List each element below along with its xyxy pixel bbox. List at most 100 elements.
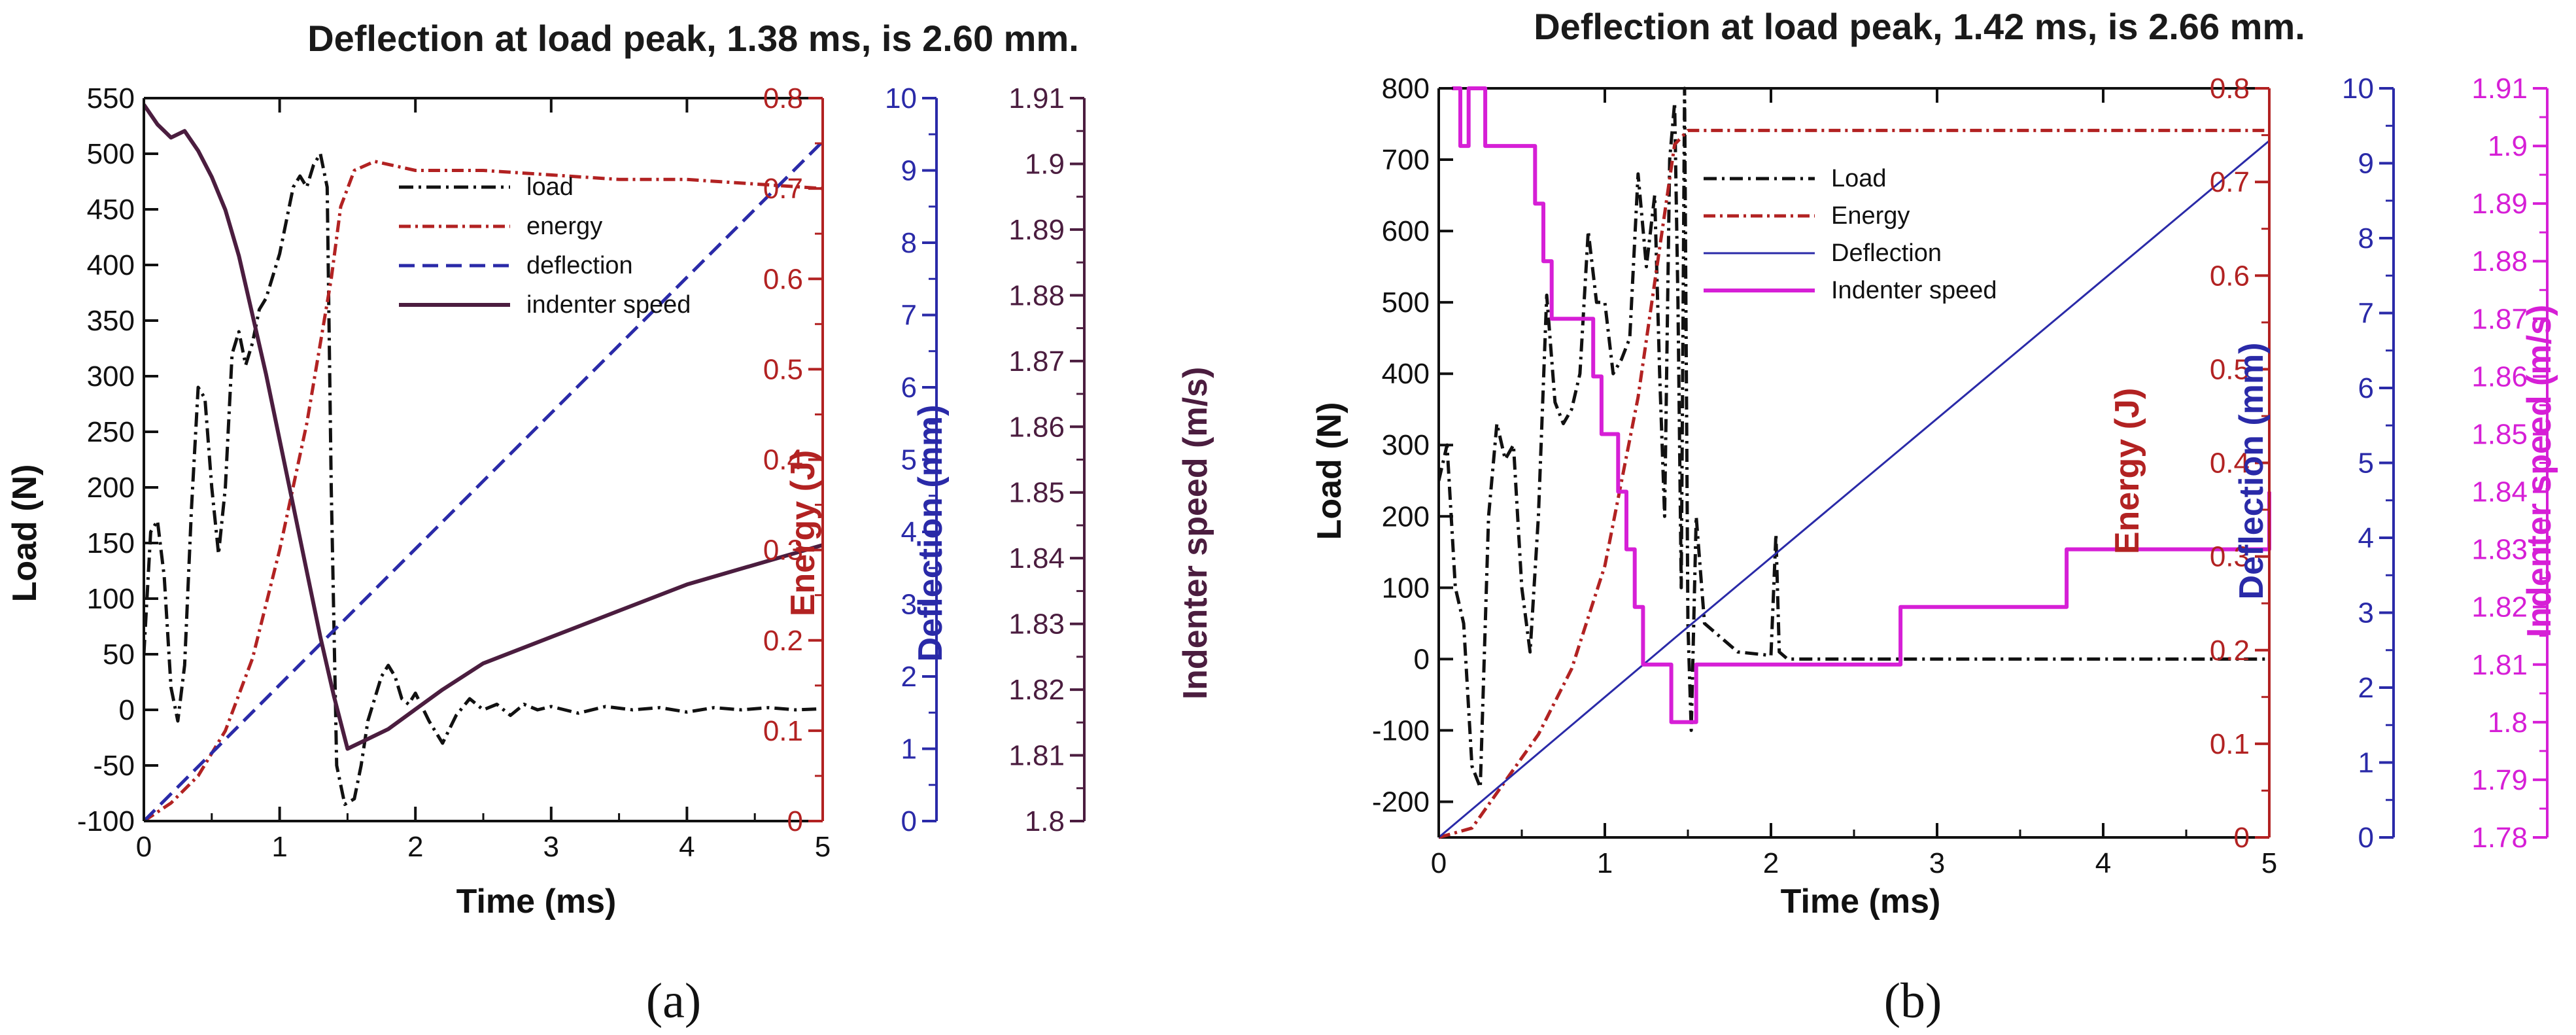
chart-b-speed-tick-label: 1.81: [2471, 649, 2528, 681]
chart-a-legend: load energy deflection indenter speed: [399, 173, 691, 319]
chart-b-speed-tick-label: 1.85: [2471, 418, 2528, 450]
chart-a-load-tick-label: 50: [103, 639, 135, 671]
chart-b-legend: Load Energy Deflection Indenter speed: [1704, 165, 1997, 304]
chart-b-energy-tick-label: 0.3: [2210, 541, 2250, 573]
chart-b-deflection-tick-label: 4: [2358, 522, 2374, 554]
chart-a-deflection-tick-label: 9: [901, 155, 917, 187]
chart-a-load-tick-label: 300: [87, 360, 135, 393]
chart-b-deflection-tick-label: 7: [2358, 298, 2374, 330]
chart-b-speed-tick-label: 1.88: [2471, 245, 2528, 277]
chart-b: Deflection at load peak, 1.42 ms, is 2.6…: [1311, 6, 2558, 1028]
chart-a-speed-tick-label: 1.86: [1008, 411, 1065, 443]
chart-b-x-tick-label: 5: [2261, 847, 2277, 879]
chart-a-energy-tick-label: 0.5: [763, 353, 803, 385]
chart-b-load-tick-label: -100: [1372, 714, 1430, 746]
chart-b-energy-tick-label: 0: [2234, 822, 2250, 854]
chart-a-energy-tick-label: 0.2: [763, 625, 803, 657]
chart-a-speed-tick-label: 1.81: [1008, 740, 1065, 772]
chart-a-energy-tick-label: 0.3: [763, 535, 803, 567]
chart-b-deflection-tick-label: 8: [2358, 222, 2374, 254]
chart-a-load-tick-label: -100: [77, 805, 135, 837]
chart-a-energy-tick-label: 0.7: [763, 173, 803, 205]
chart-a-deflection-tick-label: 8: [901, 227, 917, 259]
chart-a-energy-tick-label: 0: [787, 805, 803, 837]
chart-b-load-tick-label: 0: [1414, 643, 1430, 675]
chart-b-energy-axis-label: Energy (J): [2108, 388, 2146, 554]
chart-b-speed-tick-label: 1.87: [2471, 303, 2528, 335]
chart-a-load-tick-label: 450: [87, 194, 135, 226]
chart-a-x-tick-label: 0: [136, 831, 152, 863]
chart-b-speed-tick-label: 1.8: [2488, 707, 2528, 739]
chart-b-series-layer: [1439, 86, 2271, 839]
chart-b-deflection-tick-label: 2: [2358, 672, 2374, 704]
chart-b-load-tick-label: -200: [1372, 786, 1430, 818]
chart-a-deflection-axis-label: Deflection (mm): [912, 405, 950, 662]
chart-a-speed-axis-label: Indenter speed (m/s): [1176, 367, 1214, 700]
chart-a-energy-axis-label: Energy (J): [784, 450, 822, 616]
chart-b-series-speed: [1452, 86, 2271, 724]
chart-a-caption: (a): [646, 974, 701, 1028]
chart-a-speed-tick-label: 1.87: [1008, 345, 1065, 377]
chart-a-energy-tick-label: 0.8: [763, 82, 803, 114]
chart-a-speed-tick-label: 1.8: [1025, 805, 1065, 837]
chart-a-load-tick-label: 250: [87, 416, 135, 448]
chart-a-x-tick-label: 3: [543, 831, 559, 863]
chart-b-deflection-tick-label: 10: [2342, 73, 2374, 105]
chart-b-x-tick-label: 1: [1597, 847, 1613, 879]
chart-b-load-tick-label: 200: [1382, 500, 1430, 533]
chart-a-speed-tick-label: 1.88: [1008, 279, 1065, 311]
chart-b-deflection-axis-label: Deflection (mm): [2233, 343, 2271, 600]
chart-b-speed-tick-label: 1.78: [2471, 822, 2528, 854]
chart-a-deflection-tick-label: 0: [901, 805, 917, 837]
chart-b-speed-tick-label: 1.83: [2471, 534, 2528, 566]
chart-a-legend-label-energy: energy: [526, 213, 602, 240]
chart-b-speed-tick-label: 1.91: [2471, 73, 2528, 105]
chart-b-energy-tick-label: 0.5: [2210, 353, 2250, 385]
chart-b-speed-tick-label: 1.86: [2471, 360, 2528, 393]
chart-a-speed-tick-label: 1.91: [1008, 82, 1065, 114]
chart-a-deflection-tick-label: 5: [901, 444, 917, 476]
chart-b-x-tick-label: 0: [1431, 847, 1447, 879]
chart-b-legend-label-load: Load: [1831, 165, 1887, 192]
chart-b-series-energy: [1439, 128, 2269, 839]
chart-a-load-tick-label: 350: [87, 305, 135, 337]
chart-a-series-load: [144, 152, 823, 806]
chart-a-axes-layer: 0 1 2 3 4 5-100-50050100150200250300350400450…: [77, 82, 1086, 863]
chart-a-series-layer: [144, 103, 824, 823]
chart-b-caption: (b): [1884, 974, 1942, 1028]
chart-b-speed-tick-label: 1.9: [2488, 130, 2528, 162]
chart-b-load-tick-label: 100: [1382, 572, 1430, 604]
chart-a-speed-tick-label: 1.82: [1008, 674, 1065, 706]
chart-a-load-axis-label: Load (N): [6, 465, 44, 603]
chart-a-load-tick-label: 400: [87, 249, 135, 281]
chart-b-x-tick-label: 3: [1929, 847, 1945, 879]
chart-b-x-tick-label: 4: [2095, 847, 2111, 879]
chart-a-speed-tick-label: 1.85: [1008, 477, 1065, 509]
chart-b-deflection-tick-label: 3: [2358, 597, 2374, 629]
chart-b-series-deflection: [1439, 139, 2270, 839]
chart-a-deflection-tick-label: 1: [901, 733, 917, 765]
chart-a-energy-tick-label: 0.1: [763, 715, 803, 747]
chart-b-energy-tick-label: 0.8: [2210, 73, 2250, 105]
chart-a-energy-tick-label: 0.4: [763, 444, 803, 476]
chart-b-legend-label-deflection: Deflection: [1831, 239, 1942, 267]
chart-a-x-tick-label: 5: [815, 831, 831, 863]
chart-b-energy-tick-label: 0.1: [2210, 728, 2250, 760]
chart-a-load-tick-label: 200: [87, 472, 135, 504]
chart-a-x-tick-label: 4: [679, 831, 695, 863]
chart-a-x-tick-label: 1: [271, 831, 287, 863]
chart-a-load-tick-label: 0: [119, 694, 135, 726]
chart-a-speed-tick-label: 1.84: [1008, 542, 1065, 574]
chart-b-x-tick-label: 2: [1763, 847, 1779, 879]
chart-a-series-speed: [144, 103, 823, 751]
chart-a-legend-label-speed: indenter speed: [526, 291, 691, 319]
chart-a-title: Deflection at load peak, 1.38 ms, is 2.6…: [307, 18, 1079, 59]
chart-b-deflection-tick-label: 5: [2358, 447, 2374, 480]
chart-b-deflection-tick-label: 1: [2358, 747, 2374, 779]
chart-b-load-axis-label: Load (N): [1311, 402, 1348, 540]
chart-a-load-tick-label: -50: [93, 750, 135, 782]
chart-a: Deflection at load peak, 1.38 ms, is 2.6…: [6, 18, 1214, 1028]
chart-a-deflection-tick-label: 2: [901, 661, 917, 693]
chart-a-deflection-tick-label: 6: [901, 372, 917, 404]
